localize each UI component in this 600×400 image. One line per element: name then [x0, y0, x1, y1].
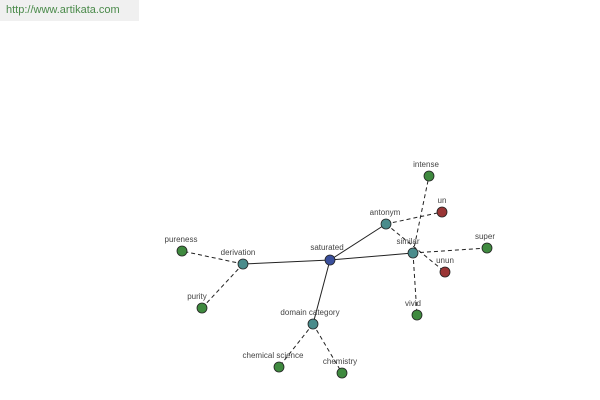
node-similar[interactable]: [407, 247, 419, 259]
node-unun[interactable]: [439, 266, 451, 278]
node-derivation[interactable]: [237, 258, 249, 270]
edge-saturated-antonym: [329, 223, 387, 261]
edge-similar-vivid: [412, 252, 418, 316]
label-super[interactable]: super: [475, 232, 495, 241]
node-chemistry[interactable]: [336, 367, 348, 379]
label-pureness[interactable]: pureness: [165, 235, 198, 244]
edge-similar-super: [412, 247, 488, 254]
label-purity[interactable]: purity: [187, 292, 207, 301]
label-chemical-science[interactable]: chemical science: [243, 351, 304, 360]
edge-derivation-pureness: [181, 250, 244, 265]
label-domain-category[interactable]: domain category: [280, 308, 339, 317]
edge-antonym-unun: [385, 223, 446, 273]
label-derivation[interactable]: derivation: [221, 248, 256, 257]
label-chemistry[interactable]: chemistry: [323, 357, 357, 366]
edge-saturated-domain_category: [312, 259, 331, 325]
node-super[interactable]: [481, 242, 493, 254]
graph-nodes: [176, 170, 493, 379]
label-similar[interactable]: similar: [396, 237, 419, 246]
edge-domain_category-chemistry: [312, 323, 343, 374]
node-intense[interactable]: [423, 170, 435, 182]
node-vivid[interactable]: [411, 309, 423, 321]
graph-edges: [181, 175, 488, 374]
label-saturated[interactable]: saturated: [310, 243, 343, 252]
label-intense[interactable]: intense: [413, 160, 439, 169]
edge-domain_category-chemical_science: [278, 323, 314, 368]
node-saturated[interactable]: [324, 254, 336, 266]
label-antonym[interactable]: antonym: [370, 208, 401, 217]
node-antonym[interactable]: [380, 218, 392, 230]
source-link-bar: http://www.artikata.com: [0, 0, 139, 21]
edge-similar-intense: [412, 175, 430, 254]
node-pureness[interactable]: [176, 245, 188, 257]
edge-saturated-derivation: [242, 259, 331, 265]
label-un[interactable]: un: [438, 196, 447, 205]
source-link[interactable]: http://www.artikata.com: [6, 4, 120, 16]
edge-saturated-similar: [329, 252, 414, 261]
label-vivid[interactable]: vivid: [405, 299, 421, 308]
node-purity[interactable]: [196, 302, 208, 314]
label-unun[interactable]: unun: [436, 256, 454, 265]
node-chemical-science[interactable]: [273, 361, 285, 373]
node-domain-category[interactable]: [307, 318, 319, 330]
node-un[interactable]: [436, 206, 448, 218]
graph-labels: saturated antonym similar derivation domain …: [165, 160, 496, 366]
edge-antonym-un: [385, 211, 443, 225]
edge-derivation-purity: [201, 263, 244, 309]
